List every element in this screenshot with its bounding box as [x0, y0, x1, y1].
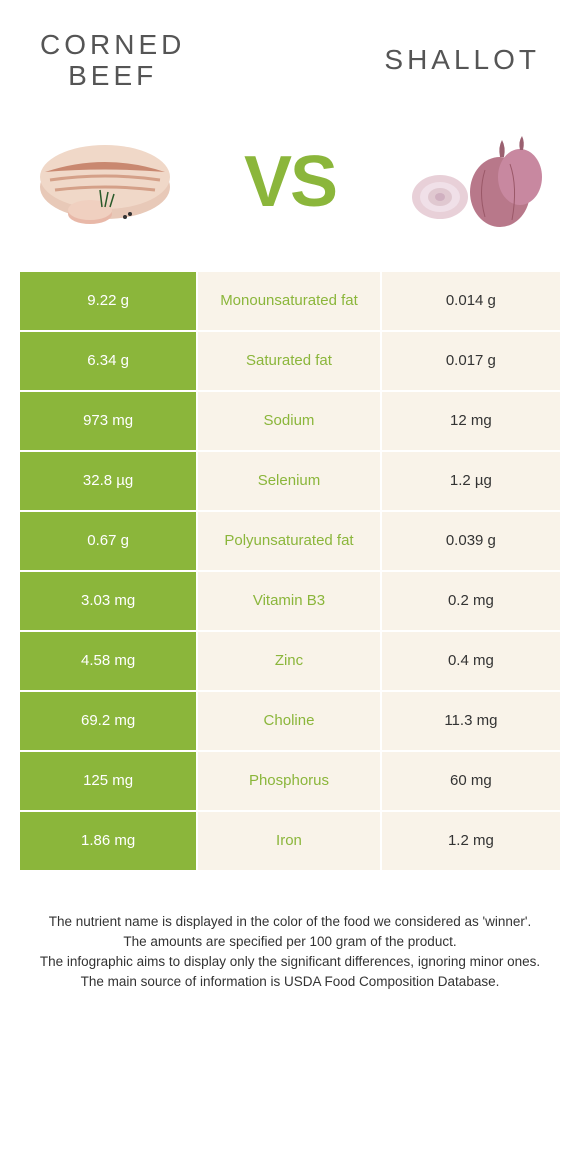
nutrient-label-cell: Selenium: [198, 452, 382, 510]
nutrient-label-cell: Sodium: [198, 392, 382, 450]
left-value-cell: 4.58 mg: [20, 632, 198, 690]
left-value-cell: 6.34 g: [20, 332, 198, 390]
shallot-image: [390, 122, 550, 242]
nutrient-label-cell: Saturated fat: [198, 332, 382, 390]
table-row: 3.03 mgVitamin B30.2 mg: [20, 572, 560, 630]
footer-line2: The amounts are specified per 100 gram o…: [30, 932, 550, 952]
table-row: 0.67 gPolyunsaturated fat0.039 g: [20, 512, 560, 570]
right-value-cell: 0.4 mg: [382, 632, 560, 690]
right-value-cell: 0.2 mg: [382, 572, 560, 630]
nutrient-label-cell: Iron: [198, 812, 382, 870]
footer-notes: The nutrient name is displayed in the co…: [0, 872, 580, 1023]
left-value-cell: 3.03 mg: [20, 572, 198, 630]
vs-label: VS: [244, 141, 336, 223]
left-food-title: Corned beef: [40, 30, 185, 92]
right-value-cell: 11.3 mg: [382, 692, 560, 750]
left-value-cell: 125 mg: [20, 752, 198, 810]
table-row: 32.8 µgSelenium1.2 µg: [20, 452, 560, 510]
table-row: 973 mgSodium12 mg: [20, 392, 560, 450]
footer-line4: The main source of information is USDA F…: [30, 972, 550, 992]
table-row: 69.2 mgCholine11.3 mg: [20, 692, 560, 750]
left-value-cell: 973 mg: [20, 392, 198, 450]
nutrient-label-cell: Monounsaturated fat: [198, 272, 382, 330]
right-value-cell: 0.039 g: [382, 512, 560, 570]
left-value-cell: 0.67 g: [20, 512, 198, 570]
table-row: 6.34 gSaturated fat0.017 g: [20, 332, 560, 390]
left-value-cell: 69.2 mg: [20, 692, 198, 750]
images-row: VS: [0, 112, 580, 272]
right-value-cell: 0.017 g: [382, 332, 560, 390]
nutrient-label-cell: Phosphorus: [198, 752, 382, 810]
left-title-line2: beef: [68, 60, 157, 91]
nutrient-label-cell: Vitamin B3: [198, 572, 382, 630]
nutrient-label-cell: Choline: [198, 692, 382, 750]
footer-line3: The infographic aims to display only the…: [30, 952, 550, 972]
table-row: 1.86 mgIron1.2 mg: [20, 812, 560, 870]
table-row: 125 mgPhosphorus60 mg: [20, 752, 560, 810]
left-value-cell: 1.86 mg: [20, 812, 198, 870]
footer-line1: The nutrient name is displayed in the co…: [30, 912, 550, 932]
table-row: 4.58 mgZinc0.4 mg: [20, 632, 560, 690]
right-value-cell: 1.2 mg: [382, 812, 560, 870]
table-row: 9.22 gMonounsaturated fat0.014 g: [20, 272, 560, 330]
nutrient-label-cell: Zinc: [198, 632, 382, 690]
header-row: Corned beef Shallot: [0, 0, 580, 112]
nutrient-label-cell: Polyunsaturated fat: [198, 512, 382, 570]
right-food-title: Shallot: [384, 45, 540, 76]
right-value-cell: 12 mg: [382, 392, 560, 450]
left-title-line1: Corned: [40, 29, 185, 60]
left-value-cell: 9.22 g: [20, 272, 198, 330]
right-value-cell: 1.2 µg: [382, 452, 560, 510]
comparison-table: 9.22 gMonounsaturated fat0.014 g6.34 gSa…: [20, 272, 560, 870]
left-value-cell: 32.8 µg: [20, 452, 198, 510]
corned-beef-image: [30, 122, 190, 242]
right-value-cell: 60 mg: [382, 752, 560, 810]
right-value-cell: 0.014 g: [382, 272, 560, 330]
